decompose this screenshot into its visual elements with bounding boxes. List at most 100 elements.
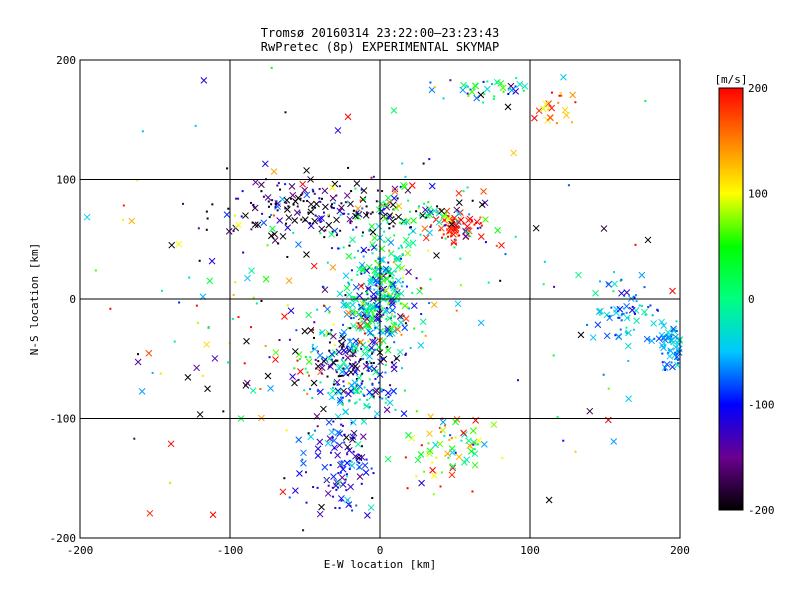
data-point-cross bbox=[375, 261, 383, 269]
data-point-cross bbox=[339, 334, 347, 342]
data-point-dot bbox=[319, 381, 322, 384]
data-point-cross bbox=[618, 289, 625, 297]
data-point-cross bbox=[342, 408, 349, 416]
data-point-dot bbox=[632, 328, 635, 331]
data-point-dot bbox=[560, 94, 563, 97]
data-point-dot bbox=[375, 200, 378, 203]
data-point-cross bbox=[531, 114, 538, 122]
data-point-dot bbox=[663, 343, 666, 346]
data-point-cross bbox=[330, 332, 337, 340]
data-point-dot bbox=[454, 436, 457, 439]
data-point-dot bbox=[380, 204, 383, 207]
data-point-dot bbox=[393, 257, 396, 260]
data-point-dot bbox=[394, 323, 397, 326]
data-point-cross bbox=[532, 224, 540, 232]
data-point-cross bbox=[670, 327, 678, 335]
data-point-dot bbox=[457, 225, 460, 228]
data-point-dot bbox=[319, 331, 322, 334]
data-point-cross bbox=[390, 387, 397, 395]
data-point-dot bbox=[350, 295, 353, 298]
data-point-cross bbox=[386, 399, 394, 407]
data-point-dot bbox=[388, 249, 391, 252]
data-point-cross bbox=[400, 182, 407, 189]
data-point-dot bbox=[348, 400, 351, 403]
data-point-cross bbox=[318, 215, 325, 222]
data-point-cross bbox=[316, 352, 324, 359]
data-point-dot bbox=[517, 379, 520, 382]
data-point-dot bbox=[367, 297, 370, 300]
data-point-dot bbox=[328, 366, 331, 369]
data-point-dot bbox=[466, 85, 469, 88]
data-point-dot bbox=[348, 467, 351, 470]
data-point-cross bbox=[460, 429, 467, 437]
data-point-dot bbox=[644, 313, 647, 316]
data-point-dot bbox=[612, 290, 615, 293]
data-point-dot bbox=[298, 357, 301, 360]
data-point-cross bbox=[251, 221, 259, 228]
data-point-dot bbox=[365, 211, 368, 214]
data-point-cross bbox=[478, 201, 486, 208]
data-point-cross bbox=[508, 86, 516, 94]
data-point-cross bbox=[285, 214, 293, 221]
data-point-dot bbox=[358, 398, 361, 401]
data-point-dot bbox=[466, 92, 469, 95]
data-point-dot bbox=[409, 347, 412, 350]
data-point-dot bbox=[493, 95, 496, 98]
data-point-cross bbox=[436, 440, 444, 448]
data-point-dot bbox=[276, 209, 279, 212]
data-point-cross bbox=[387, 280, 395, 288]
data-point-dot bbox=[471, 199, 474, 202]
data-point-dot bbox=[428, 158, 431, 161]
data-point-dot bbox=[301, 192, 304, 195]
data-point-cross bbox=[340, 346, 348, 354]
data-point-dot bbox=[355, 401, 358, 404]
data-point-dot bbox=[339, 375, 342, 378]
data-point-cross bbox=[471, 82, 479, 90]
data-point-cross bbox=[372, 368, 379, 376]
data-point-cross bbox=[658, 342, 666, 349]
data-point-cross bbox=[661, 364, 669, 371]
data-point-cross bbox=[365, 263, 373, 271]
data-point-cross bbox=[423, 211, 431, 219]
data-point-cross bbox=[545, 496, 553, 504]
data-point-dot bbox=[366, 291, 369, 294]
data-point-cross bbox=[449, 464, 457, 472]
data-point-dot bbox=[653, 337, 656, 340]
data-point-dot bbox=[622, 307, 625, 310]
data-point-cross bbox=[440, 212, 448, 220]
data-point-cross bbox=[318, 225, 326, 233]
data-point-cross bbox=[398, 264, 406, 272]
data-point-dot bbox=[647, 306, 650, 309]
data-point-dot bbox=[342, 367, 345, 370]
data-point-dot bbox=[381, 283, 384, 286]
y-tick-label: -200 bbox=[50, 532, 77, 545]
data-point-dot bbox=[448, 438, 451, 441]
data-point-dot bbox=[361, 207, 364, 210]
data-point-cross bbox=[370, 290, 378, 298]
data-point-cross bbox=[267, 232, 275, 240]
data-point-dot bbox=[386, 295, 389, 298]
data-point-dot bbox=[338, 247, 341, 250]
data-point-cross bbox=[343, 192, 351, 199]
data-point-cross bbox=[342, 272, 350, 280]
data-point-dot bbox=[447, 215, 450, 218]
data-point-dot bbox=[330, 205, 333, 208]
data-point-cross bbox=[382, 287, 390, 294]
data-point-dot bbox=[197, 321, 200, 324]
data-point-cross bbox=[353, 309, 360, 317]
data-point-dot bbox=[558, 94, 561, 97]
data-point-cross bbox=[391, 188, 399, 195]
data-point-cross bbox=[345, 447, 353, 454]
data-point-cross bbox=[426, 229, 433, 237]
data-point-dot bbox=[371, 311, 374, 314]
data-point-dot bbox=[352, 209, 355, 212]
data-point-dot bbox=[374, 377, 377, 380]
data-point-cross bbox=[468, 88, 476, 96]
data-point-dot bbox=[327, 484, 330, 487]
data-point-dot bbox=[360, 316, 363, 319]
data-point-dot bbox=[337, 472, 340, 475]
data-point-dot bbox=[363, 332, 366, 335]
data-point-dot bbox=[322, 304, 325, 307]
data-point-dot bbox=[442, 97, 445, 100]
data-point-dot bbox=[253, 206, 256, 209]
